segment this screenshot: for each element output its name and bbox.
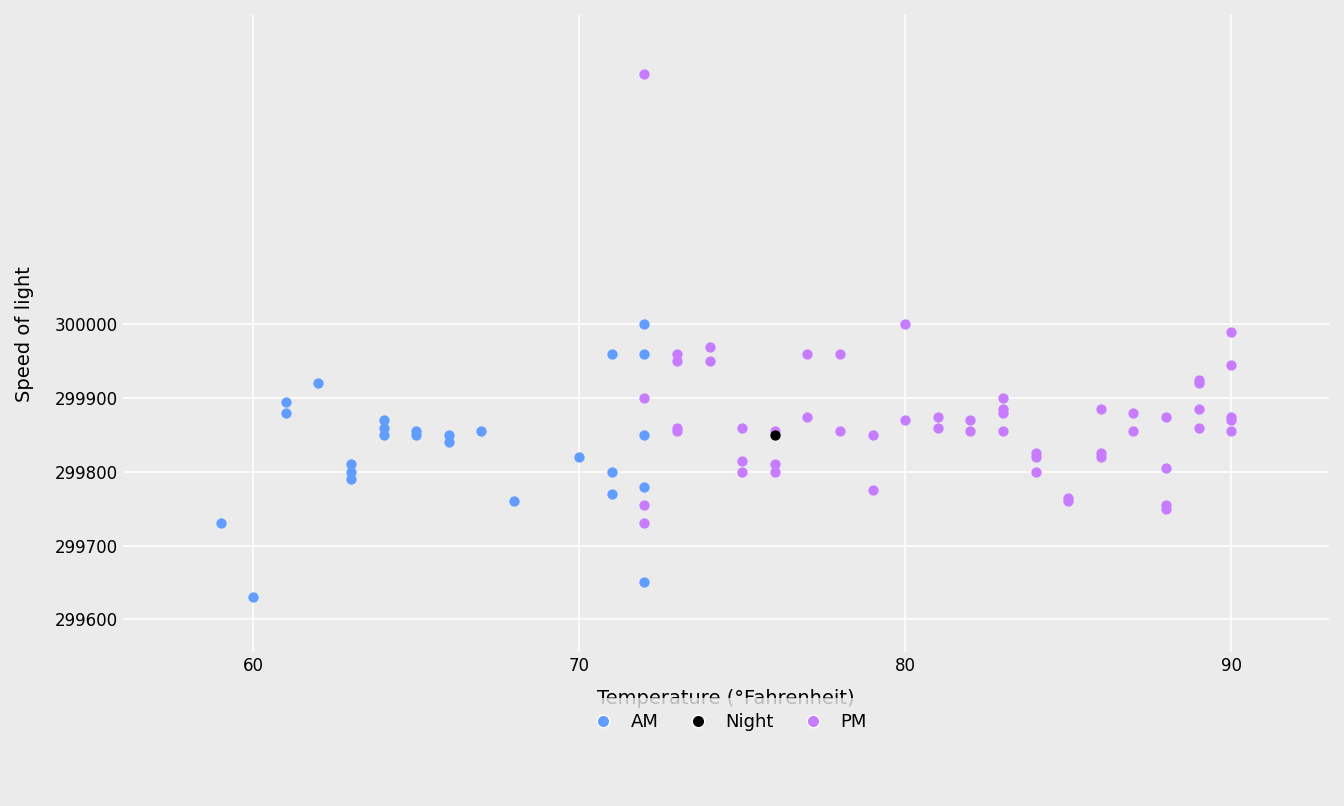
Point	[242, 591, 263, 604]
Point	[1188, 403, 1210, 416]
Point	[895, 413, 917, 426]
Point	[895, 318, 917, 331]
Point	[1156, 502, 1177, 515]
Point	[633, 576, 655, 589]
Point	[470, 425, 492, 438]
Point	[960, 413, 981, 426]
Point	[1188, 377, 1210, 390]
Legend: AM, Night, PM: AM, Night, PM	[571, 699, 882, 746]
Point	[992, 406, 1013, 419]
Point	[438, 429, 460, 442]
Point	[633, 517, 655, 530]
Point	[633, 68, 655, 81]
Point	[667, 422, 688, 434]
Point	[862, 429, 883, 442]
Point	[1220, 359, 1242, 372]
Point	[601, 465, 622, 478]
Point	[829, 425, 851, 438]
Point	[372, 413, 394, 426]
Point	[1090, 447, 1111, 460]
Point	[992, 392, 1013, 405]
Point	[960, 425, 981, 438]
Point	[992, 425, 1013, 438]
Point	[633, 318, 655, 331]
Point	[927, 410, 949, 423]
Point	[829, 347, 851, 360]
Point	[503, 495, 524, 508]
Point	[731, 422, 753, 434]
Point	[601, 347, 622, 360]
Point	[1090, 403, 1111, 416]
Point	[340, 458, 362, 471]
Point	[1156, 462, 1177, 475]
Point	[1220, 413, 1242, 426]
Point	[633, 347, 655, 360]
Point	[633, 392, 655, 405]
Point	[1156, 410, 1177, 423]
Point	[862, 484, 883, 496]
Point	[731, 455, 753, 467]
Point	[797, 347, 818, 360]
Point	[1122, 425, 1144, 438]
X-axis label: Temperature (°Fahrenheit): Temperature (°Fahrenheit)	[597, 689, 855, 708]
Point	[1025, 465, 1047, 478]
Point	[667, 425, 688, 438]
Point	[438, 436, 460, 449]
Point	[1220, 425, 1242, 438]
Point	[210, 517, 231, 530]
Point	[763, 425, 785, 438]
Point	[372, 422, 394, 434]
Point	[667, 347, 688, 360]
Point	[372, 429, 394, 442]
Point	[1188, 422, 1210, 434]
Point	[1025, 451, 1047, 463]
Point	[1156, 499, 1177, 512]
Point	[340, 473, 362, 486]
Point	[667, 355, 688, 368]
Point	[406, 425, 427, 438]
Point	[276, 406, 297, 419]
Point	[731, 465, 753, 478]
Point	[633, 480, 655, 493]
Point	[927, 422, 949, 434]
Point	[1058, 491, 1079, 504]
Point	[633, 499, 655, 512]
Point	[1188, 373, 1210, 386]
Point	[276, 396, 297, 409]
Point	[763, 465, 785, 478]
Point	[308, 377, 329, 390]
Point	[569, 451, 590, 463]
Point	[763, 458, 785, 471]
Point	[1090, 451, 1111, 463]
Point	[406, 429, 427, 442]
Point	[633, 429, 655, 442]
Point	[340, 465, 362, 478]
Point	[699, 355, 720, 368]
Point	[1220, 326, 1242, 339]
Point	[699, 340, 720, 353]
Point	[601, 488, 622, 501]
Point	[992, 403, 1013, 416]
Point	[1122, 406, 1144, 419]
Point	[1058, 495, 1079, 508]
Y-axis label: Speed of light: Speed of light	[15, 266, 34, 401]
Point	[797, 410, 818, 423]
Point	[1220, 410, 1242, 423]
Point	[1025, 447, 1047, 460]
Point	[763, 429, 785, 442]
